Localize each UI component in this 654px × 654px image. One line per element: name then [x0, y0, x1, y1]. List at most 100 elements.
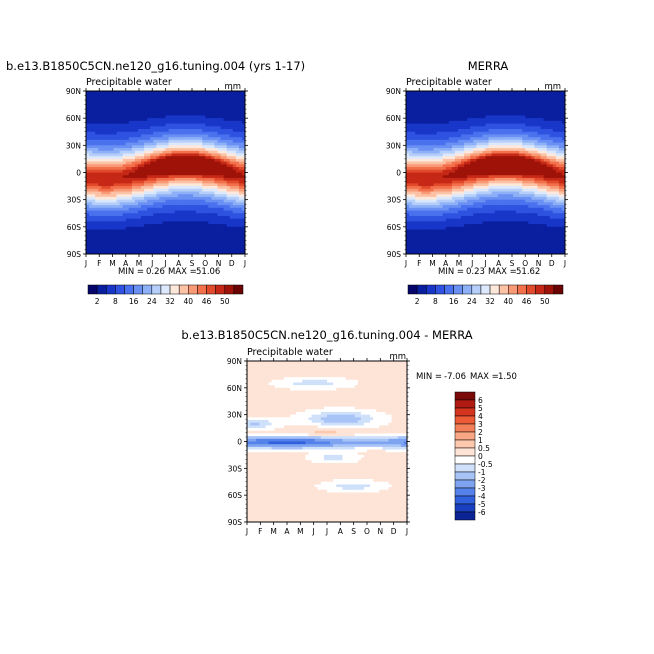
heat-cell	[98, 107, 102, 111]
heat-cell	[168, 243, 173, 247]
heat-cell	[156, 224, 160, 228]
heat-cell	[491, 148, 496, 152]
heat-cell	[454, 134, 459, 138]
heat-cell	[183, 99, 188, 103]
heat-cell	[497, 150, 502, 155]
heat-cell	[196, 129, 200, 133]
heat-cell	[107, 202, 112, 206]
heat-cell	[461, 110, 465, 114]
heat-cell	[147, 118, 151, 122]
heat-cell	[470, 150, 474, 155]
heat-cell	[168, 191, 173, 195]
heat-cell	[107, 196, 112, 201]
heat-cell	[183, 202, 188, 206]
heat-cell	[180, 191, 185, 195]
heat-cell	[202, 161, 206, 165]
heat-cell	[183, 194, 188, 198]
heat-cell	[125, 240, 130, 244]
heat-cell	[86, 215, 90, 220]
heat-cell	[464, 158, 468, 163]
heat-cell	[134, 224, 139, 228]
heat-cell	[134, 186, 139, 190]
heat-cell	[473, 96, 477, 100]
heat-cell	[86, 153, 90, 157]
heat-cell	[98, 224, 102, 228]
heat-cell	[98, 145, 102, 149]
heat-cell	[98, 210, 102, 214]
heat-cell	[174, 161, 179, 165]
heat-cell	[445, 161, 450, 165]
heat-cell	[513, 153, 517, 157]
heat-cell	[454, 129, 459, 133]
heat-cell	[122, 150, 127, 155]
heat-cell	[232, 172, 237, 176]
heat-cell	[442, 153, 447, 157]
heat-cell	[491, 137, 496, 141]
heat-cell	[159, 207, 164, 212]
heat-cell	[448, 175, 453, 179]
heat-cell	[116, 218, 121, 222]
heat-cell	[144, 240, 148, 244]
heat-cell	[180, 96, 185, 100]
heat-cell	[137, 167, 142, 171]
heat-cell	[162, 153, 167, 157]
heat-cell	[217, 243, 222, 247]
heat-cell	[168, 115, 173, 119]
heat-cell	[241, 215, 245, 220]
heat-cell	[485, 101, 490, 106]
heat-cell	[214, 139, 219, 144]
heat-cell	[205, 93, 209, 98]
heat-cell	[205, 129, 209, 133]
heat-cell	[150, 169, 154, 174]
heat-cell	[451, 145, 456, 149]
heat-cell	[427, 104, 432, 108]
heat-cell	[238, 202, 243, 206]
heat-cell	[238, 188, 243, 193]
heat-cell	[208, 199, 212, 203]
heat-cell	[525, 156, 529, 160]
heat-cell	[470, 131, 474, 136]
heat-cell	[238, 107, 243, 111]
heat-cell	[241, 175, 245, 179]
heat-cell	[534, 131, 539, 136]
heat-cell	[180, 234, 185, 239]
heat-cell	[549, 148, 554, 152]
heat-cell	[433, 177, 438, 182]
heat-cell	[552, 118, 557, 122]
heat-cell	[131, 191, 136, 195]
heat-cell	[144, 123, 148, 127]
heat-cell	[180, 180, 185, 184]
heat-cell	[470, 110, 474, 114]
heat-cell	[497, 148, 502, 152]
heat-cell	[199, 186, 203, 190]
heat-cell	[561, 150, 565, 155]
heat-cell	[211, 112, 216, 117]
heat-cell	[144, 183, 148, 187]
heat-cell	[509, 134, 514, 138]
heat-cell	[509, 101, 514, 106]
heat-cell	[217, 131, 222, 136]
heat-cell	[168, 156, 173, 160]
heat-cell	[134, 234, 139, 239]
heat-cell	[165, 164, 170, 168]
heat-cell	[202, 150, 206, 155]
heat-cell	[110, 207, 115, 212]
heat-cell	[448, 167, 453, 171]
heat-cell	[534, 150, 539, 155]
heat-cell	[162, 180, 167, 184]
heat-cell	[226, 139, 231, 144]
heat-cell	[186, 167, 191, 171]
heat-cell	[186, 196, 191, 201]
heat-cell	[226, 210, 231, 214]
heat-cell	[113, 224, 118, 228]
heat-cell	[543, 139, 548, 144]
heat-cell	[412, 91, 416, 95]
heat-cell	[412, 156, 416, 160]
heat-cell	[183, 196, 188, 201]
heat-cell	[531, 129, 536, 133]
heat-cell	[424, 96, 429, 100]
heat-cell	[427, 99, 432, 103]
heat-cell	[183, 112, 188, 117]
heat-cell	[235, 145, 240, 149]
heat-cell	[193, 101, 197, 106]
